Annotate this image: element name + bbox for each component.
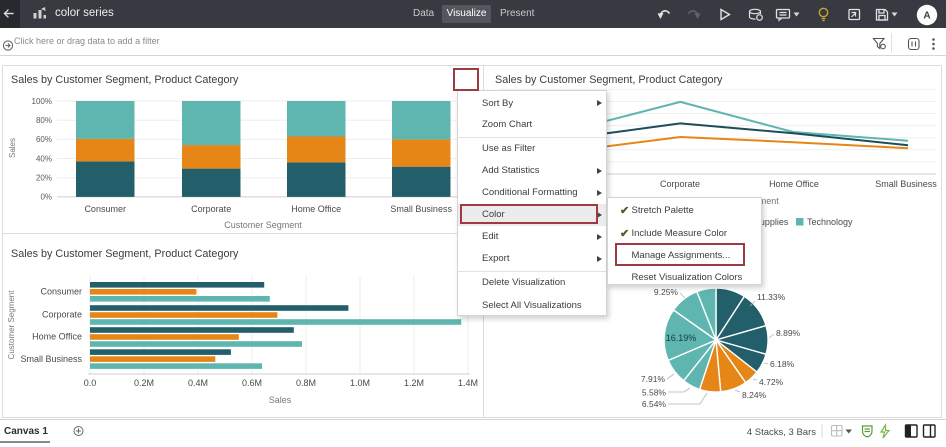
svg-text:20%: 20%: [36, 174, 52, 183]
svg-text:Home Office: Home Office: [291, 204, 341, 214]
svg-text:5.58%: 5.58%: [642, 388, 667, 398]
svg-text:1.0M: 1.0M: [350, 378, 370, 388]
svg-text:Sales: Sales: [8, 138, 17, 158]
svg-text:Home Office: Home Office: [32, 332, 82, 342]
svg-text:0.4M: 0.4M: [188, 378, 208, 388]
svg-text:6.18%: 6.18%: [770, 359, 795, 369]
svg-text:9.25%: 9.25%: [654, 287, 679, 297]
svg-text:0.6M: 0.6M: [242, 378, 262, 388]
svg-text:Corporate: Corporate: [191, 204, 231, 214]
svg-text:Small Business: Small Business: [390, 204, 452, 214]
svg-text:Small Business: Small Business: [875, 179, 937, 189]
svg-text:8.89%: 8.89%: [776, 328, 801, 338]
svg-text:Sales: Sales: [269, 395, 292, 405]
svg-text:0.2M: 0.2M: [134, 378, 154, 388]
svg-text:11.33%: 11.33%: [757, 292, 786, 302]
svg-text:100%: 100%: [32, 97, 52, 106]
svg-text:1.2M: 1.2M: [404, 378, 424, 388]
svg-text:Technology: Technology: [807, 217, 853, 227]
svg-text:Sales by Customer Segment, Pro: Sales by Customer Segment, Product Categ…: [11, 74, 239, 86]
svg-text:0%: 0%: [40, 193, 52, 202]
svg-text:6.54%: 6.54%: [642, 399, 667, 409]
svg-text:16.19%: 16.19%: [666, 333, 697, 343]
svg-text:Corporate: Corporate: [42, 310, 82, 320]
svg-text:0.8M: 0.8M: [296, 378, 316, 388]
svg-text:Small Business: Small Business: [20, 354, 82, 364]
svg-text:80%: 80%: [36, 116, 52, 125]
svg-text:4.72%: 4.72%: [759, 377, 784, 387]
svg-text:40%: 40%: [36, 154, 52, 163]
svg-text:Consumer: Consumer: [84, 204, 126, 214]
svg-text:Sales by Customer Segment, Pro: Sales by Customer Segment, Product Categ…: [11, 248, 239, 260]
svg-text:A: A: [923, 11, 930, 22]
svg-text:1.4M: 1.4M: [458, 378, 478, 388]
svg-text:Home Office: Home Office: [769, 179, 819, 189]
svg-text:7.91%: 7.91%: [641, 374, 666, 384]
svg-text:Customer Segment: Customer Segment: [7, 290, 16, 360]
svg-text:Sales by Customer Segment, Pro: Sales by Customer Segment, Product Categ…: [495, 74, 723, 86]
svg-text:Consumer: Consumer: [40, 287, 82, 297]
svg-text:0.0: 0.0: [84, 378, 97, 388]
svg-text:Corporate: Corporate: [660, 179, 700, 189]
svg-text:Customer Segment: Customer Segment: [224, 220, 302, 230]
svg-text:60%: 60%: [36, 135, 52, 144]
svg-text:8.24%: 8.24%: [742, 390, 767, 400]
